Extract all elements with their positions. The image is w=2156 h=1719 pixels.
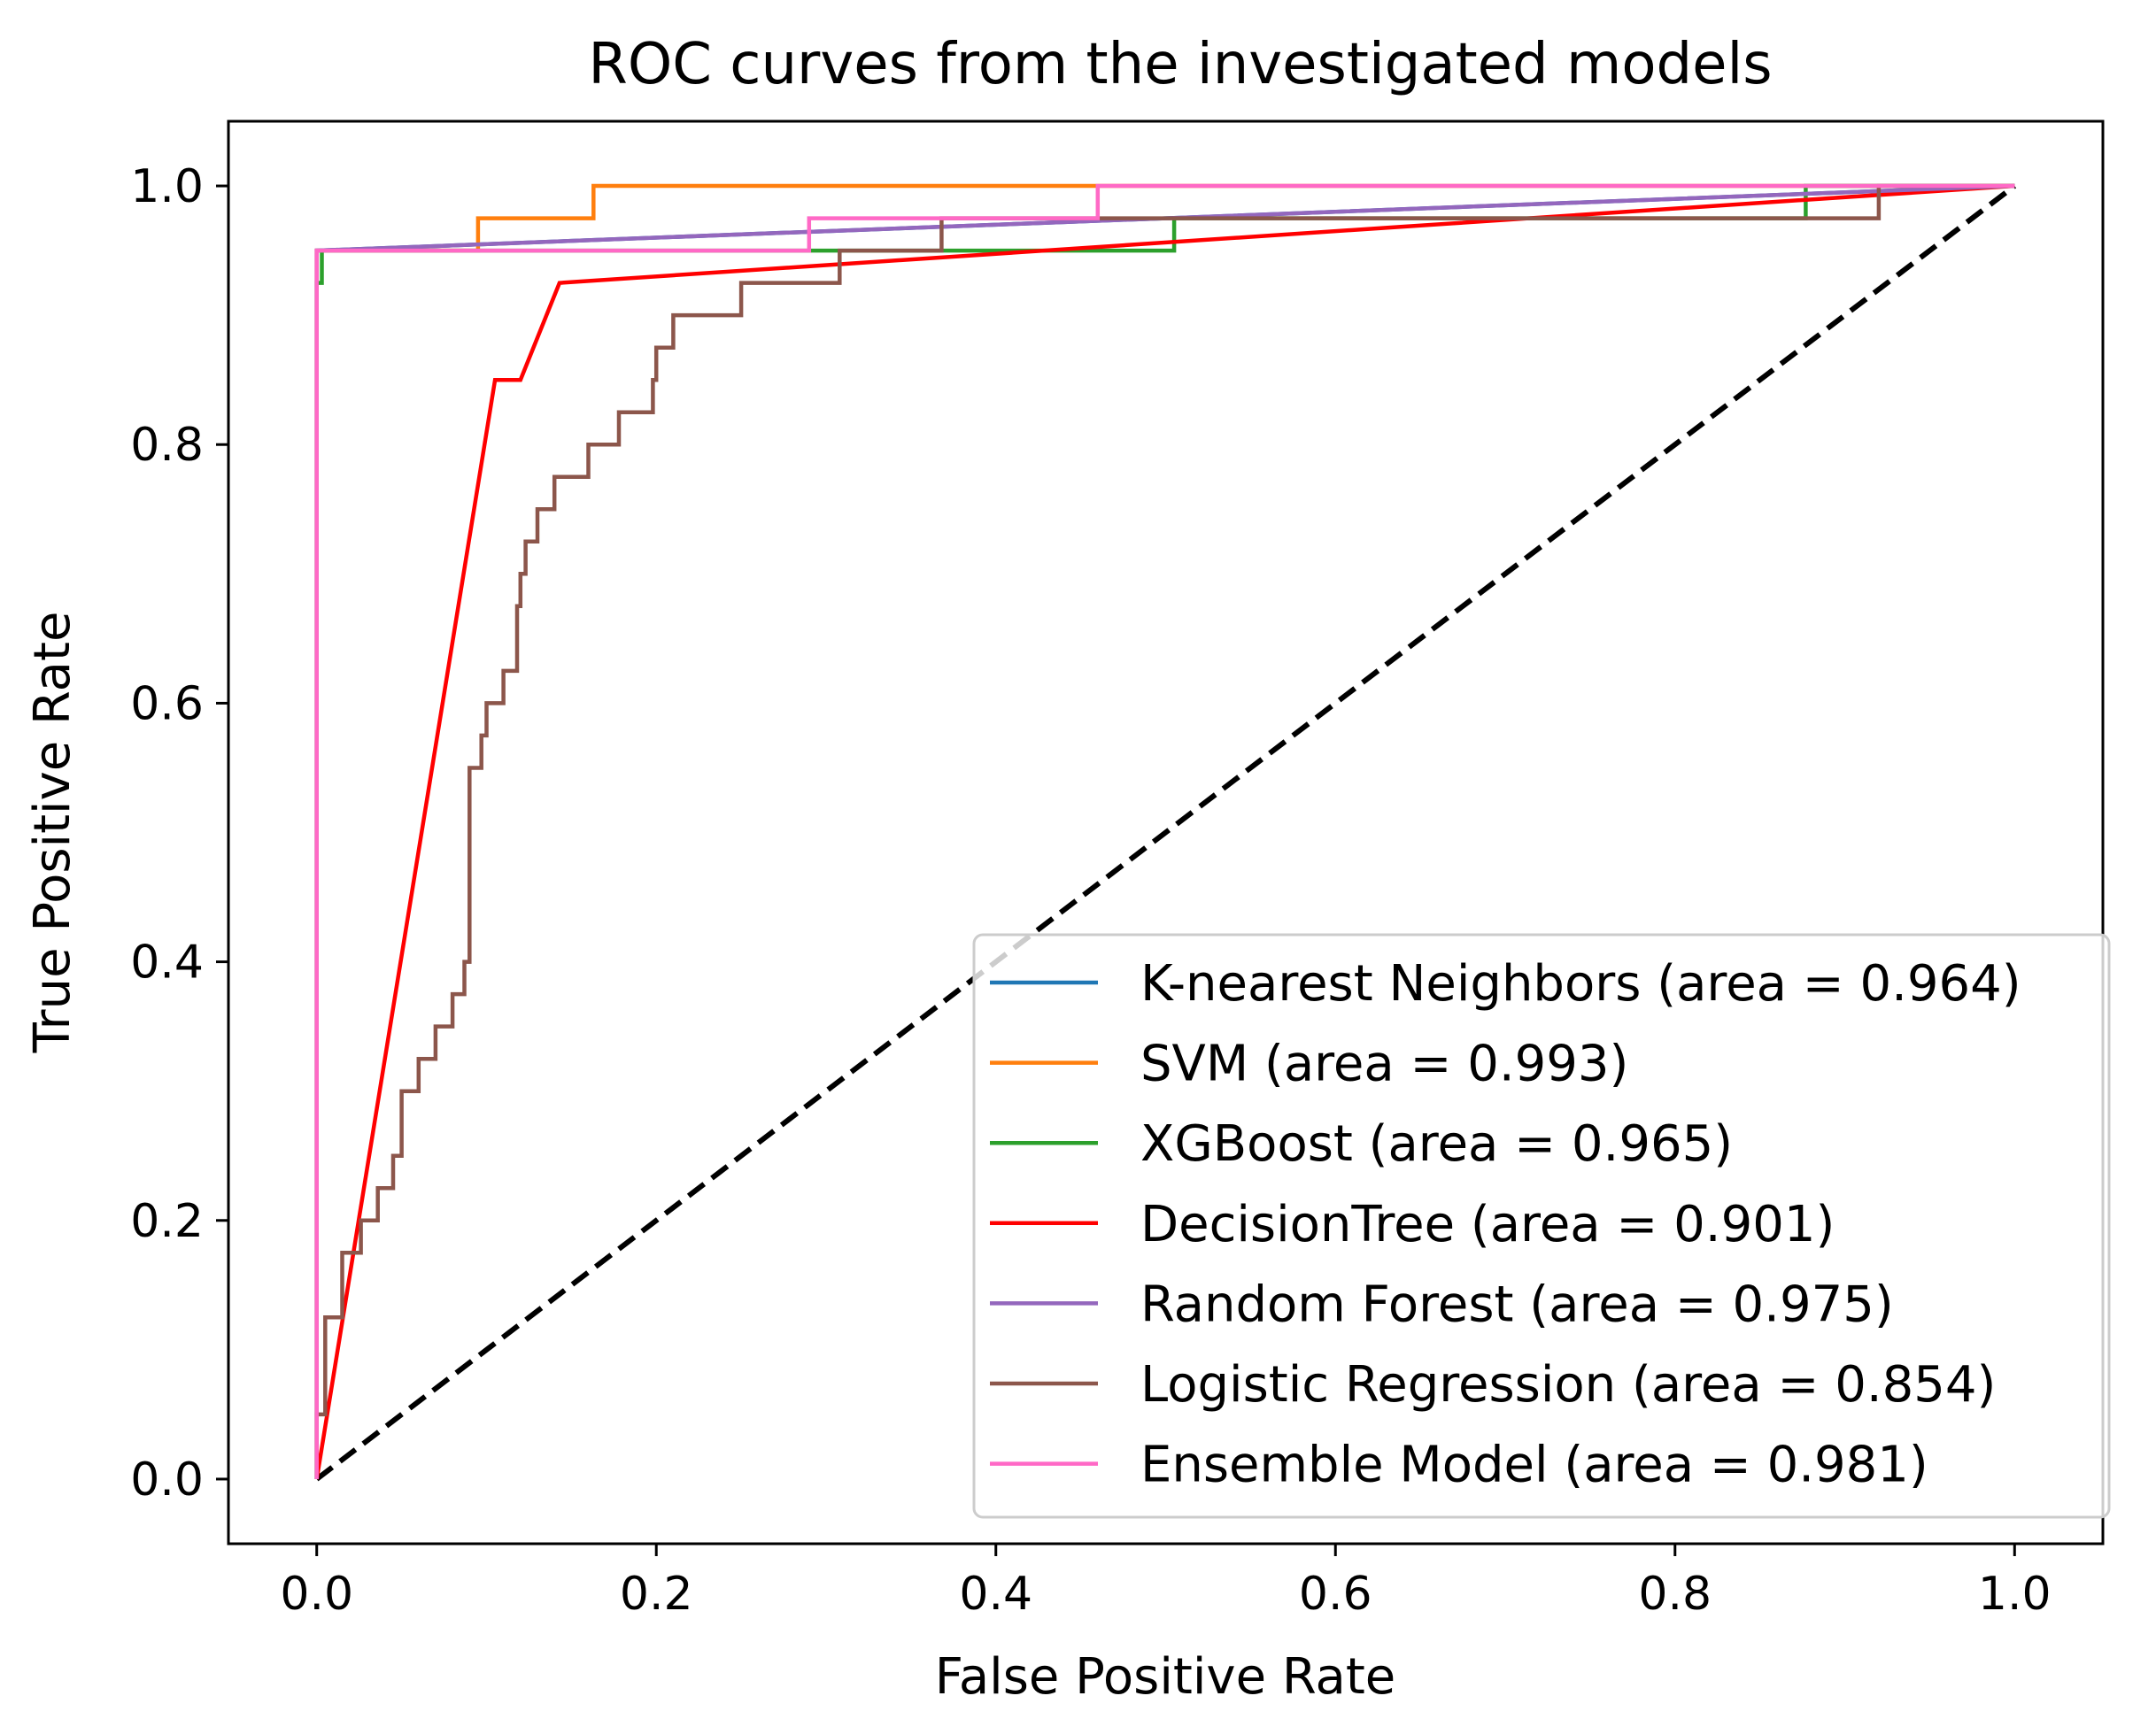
- y-axis-label: True Positive Rate: [24, 612, 81, 1054]
- legend-label-svm: SVM (area = 0.993): [1140, 1036, 1628, 1093]
- chart-title: ROC curves from the investigated models: [588, 32, 1772, 97]
- y-tick-label: 0.6: [130, 677, 204, 730]
- x-axis-ticks: 0.0 0.2 0.4 0.6 0.8 1.0: [280, 1544, 2052, 1621]
- y-axis-ticks: 0.0 0.2 0.4 0.6 0.8 1.0: [130, 160, 228, 1507]
- roc-curve-ensemble-model: [314, 183, 2015, 1479]
- x-tick-label: 0.0: [280, 1568, 353, 1621]
- x-tick-label: 0.4: [959, 1568, 1032, 1621]
- diagonal-reference-line: [314, 183, 2017, 1482]
- y-tick-label: 0.4: [130, 937, 204, 990]
- legend-label-decisiontree: DecisionTree (area = 0.901): [1140, 1196, 1835, 1253]
- plot-frame: [227, 119, 2105, 1546]
- y-tick-label: 0.8: [130, 419, 204, 472]
- roc-curve-decisiontree: [314, 183, 2015, 1480]
- legend-label-random-forest: Random Forest (area = 0.975): [1140, 1276, 1894, 1333]
- x-tick-label: 0.2: [620, 1568, 693, 1621]
- legend-frame: [972, 933, 2111, 1519]
- legend-label-ensemble-model: Ensemble Model (area = 0.981): [1140, 1437, 1928, 1494]
- x-axis-label: False Positive Rate: [935, 1648, 1395, 1706]
- y-tick-label: 0.2: [130, 1195, 204, 1248]
- plot-area: 0.0 0.2 0.4 0.6 0.8 1.0 0.0 0.2 0.4 0.6 0.8 1.0: [130, 119, 2105, 1621]
- roc-curve-logistic-regression: [314, 183, 2015, 1479]
- x-tick-label: 0.8: [1638, 1568, 1712, 1621]
- legend-label-k-nearest-neighbors: K-nearest Neighbors (area = 0.964): [1140, 955, 2021, 1013]
- roc-curve-xgboost: [314, 183, 2015, 1479]
- x-tick-label: 0.6: [1299, 1568, 1372, 1621]
- legend: K-nearest Neighbors (area = 0.964) SVM (a…: [972, 933, 2111, 1519]
- y-tick-label: 0.0: [130, 1453, 204, 1507]
- y-tick-label: 1.0: [130, 160, 204, 213]
- legend-label-logistic-regression: Logistic Regression (area = 0.854): [1140, 1356, 1996, 1414]
- series-layer: [314, 183, 2017, 1482]
- legend-label-xgboost: XGBoost (area = 0.965): [1140, 1115, 1733, 1173]
- x-tick-label: 1.0: [1978, 1568, 2052, 1621]
